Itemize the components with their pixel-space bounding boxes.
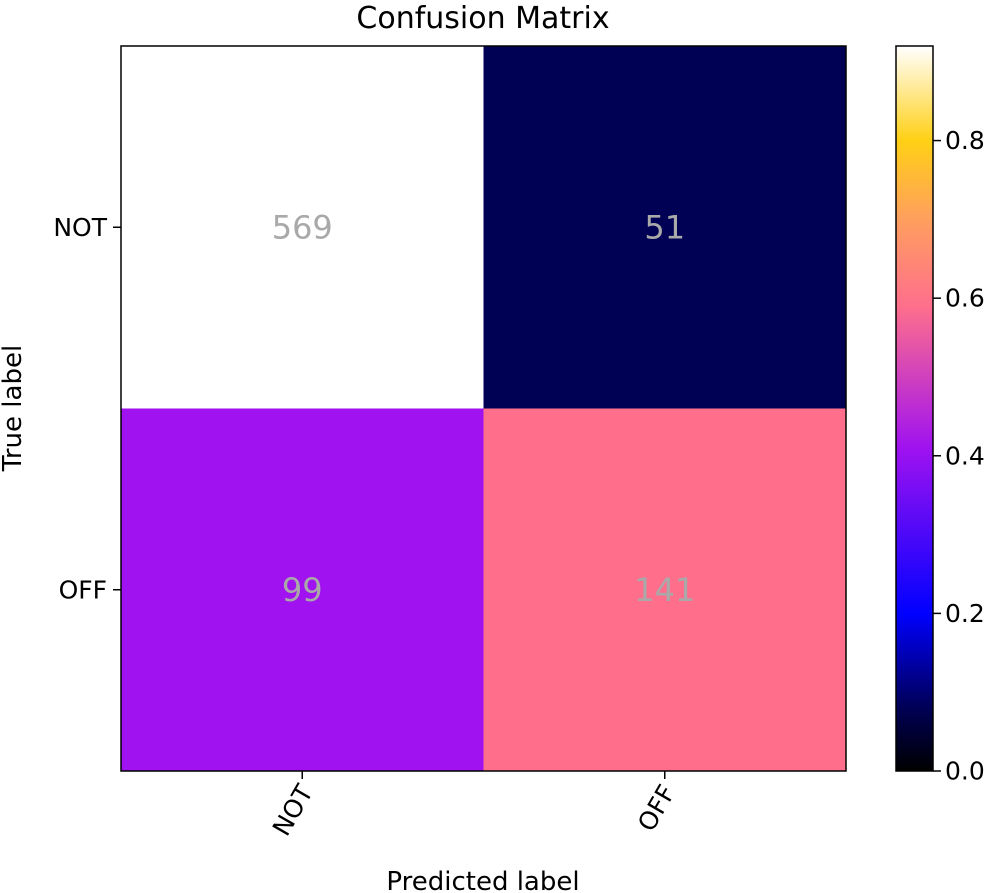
cell-value-label: 141 <box>634 571 695 609</box>
y-tick-label: OFF <box>59 575 107 604</box>
colorbar: 0.0 0.2 0.4 0.6 0.8 <box>895 45 985 786</box>
cell-value-label: 51 <box>644 208 685 246</box>
colorbar-tick-label: 0.8 <box>945 126 985 155</box>
heatmap-cell-off-off <box>483 408 846 771</box>
x-axis-ticks: NOT OFF <box>267 771 681 841</box>
colorbar-tick-label: 0.4 <box>945 441 985 470</box>
colorbar-frame <box>895 45 934 772</box>
plot-frame <box>120 45 847 772</box>
y-axis-label: True label <box>0 345 28 472</box>
heatmap-cell-not-off <box>483 46 846 409</box>
colorbar-tick-label: 0.0 <box>945 757 985 786</box>
x-tick-label: NOT <box>267 779 319 841</box>
cell-value-label: 569 <box>272 208 333 246</box>
heatmap-cell-off-not <box>121 408 484 771</box>
heatmap-cells: 569 51 99 141 <box>121 46 846 771</box>
colorbar-ticks: 0.0 0.2 0.4 0.6 0.8 <box>933 126 985 786</box>
colorbar-gradient <box>896 46 933 771</box>
colorbar-tick-label: 0.6 <box>945 284 985 313</box>
colorbar-tick-label: 0.2 <box>945 599 985 628</box>
heatmap-cell-not-not <box>121 46 484 409</box>
cell-value-label: 99 <box>282 571 323 609</box>
x-tick-label: OFF <box>632 780 681 836</box>
chart-title: Confusion Matrix <box>356 1 609 36</box>
y-tick-label: NOT <box>53 213 107 242</box>
y-axis-ticks: NOT OFF <box>53 213 121 604</box>
x-axis-label: Predicted label <box>386 867 579 893</box>
